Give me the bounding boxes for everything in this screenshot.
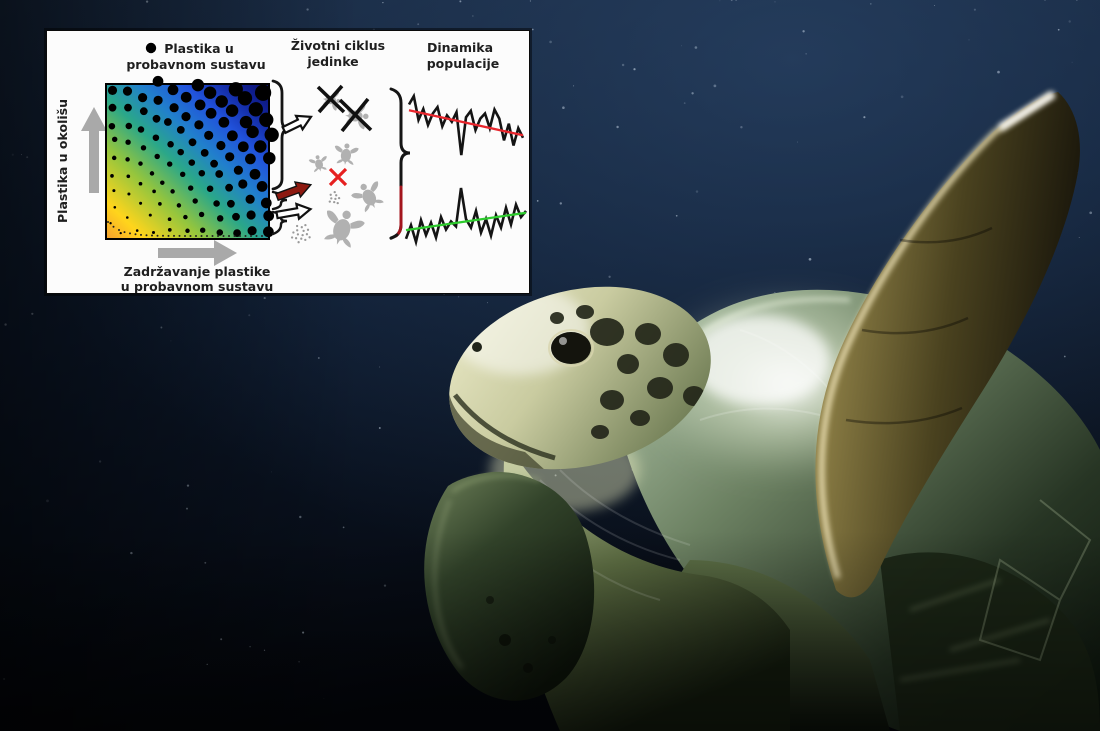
arrow-low-plastic-icon [275,202,313,221]
x-axis-label-line2: u probavnom sustavu [121,279,274,293]
threshold-dotted-curve [107,221,263,237]
nostril [472,342,482,352]
heatmap-plastic-dots [107,75,279,238]
eye-highlight [559,337,567,345]
population-chart-declining [407,92,525,156]
life-cycle-title-line1: Životni ciklus [291,38,385,53]
mouth-line [453,393,556,461]
red-x-mark [328,167,348,187]
vignette-bottom [0,531,1100,731]
stable-series-line [404,187,528,247]
life-cycle-turtles [308,88,389,251]
eye [551,332,591,364]
arrow-medium-plastic-icon [274,181,313,202]
y-axis-label: Plastika u okolišu [55,99,70,223]
population-chart-stable [404,187,528,247]
arrow-high-plastic-icon [281,114,313,135]
y-axis-arrow-icon [81,107,107,193]
legend-label-line2: probavnom sustavu [126,57,265,72]
turtle-raised-flipper [815,91,1080,598]
infographic-panel: Plastika u probavnom sustavu Životni cik… [46,30,530,294]
declining-series-line [407,92,525,156]
dead-turtle-x-marks [316,84,373,133]
population-title-line2: populacije [427,56,500,71]
egg-clutch-dots-small [328,190,341,205]
population-brace-red-segment [394,185,403,238]
egg-clutch-dots-large [290,223,311,244]
legend-dot-icon [145,42,157,54]
heatmap [105,83,270,240]
life-cycle-title-line2: jedinke [306,54,358,69]
head-scales [550,305,705,439]
infographic-svg: Plastika u probavnom sustavu Životni cik… [55,38,528,293]
population-title-line1: Dinamika [427,40,493,55]
population-brace [389,87,411,240]
stable-trend-line [405,211,527,232]
declining-trend-line [408,109,524,137]
x-axis-arrow-icon [158,240,237,266]
eye-ring [548,329,594,367]
x-axis-label-line1: Zadržavanje plastike [124,264,271,279]
legend-label-line1: Plastika u [164,41,234,56]
